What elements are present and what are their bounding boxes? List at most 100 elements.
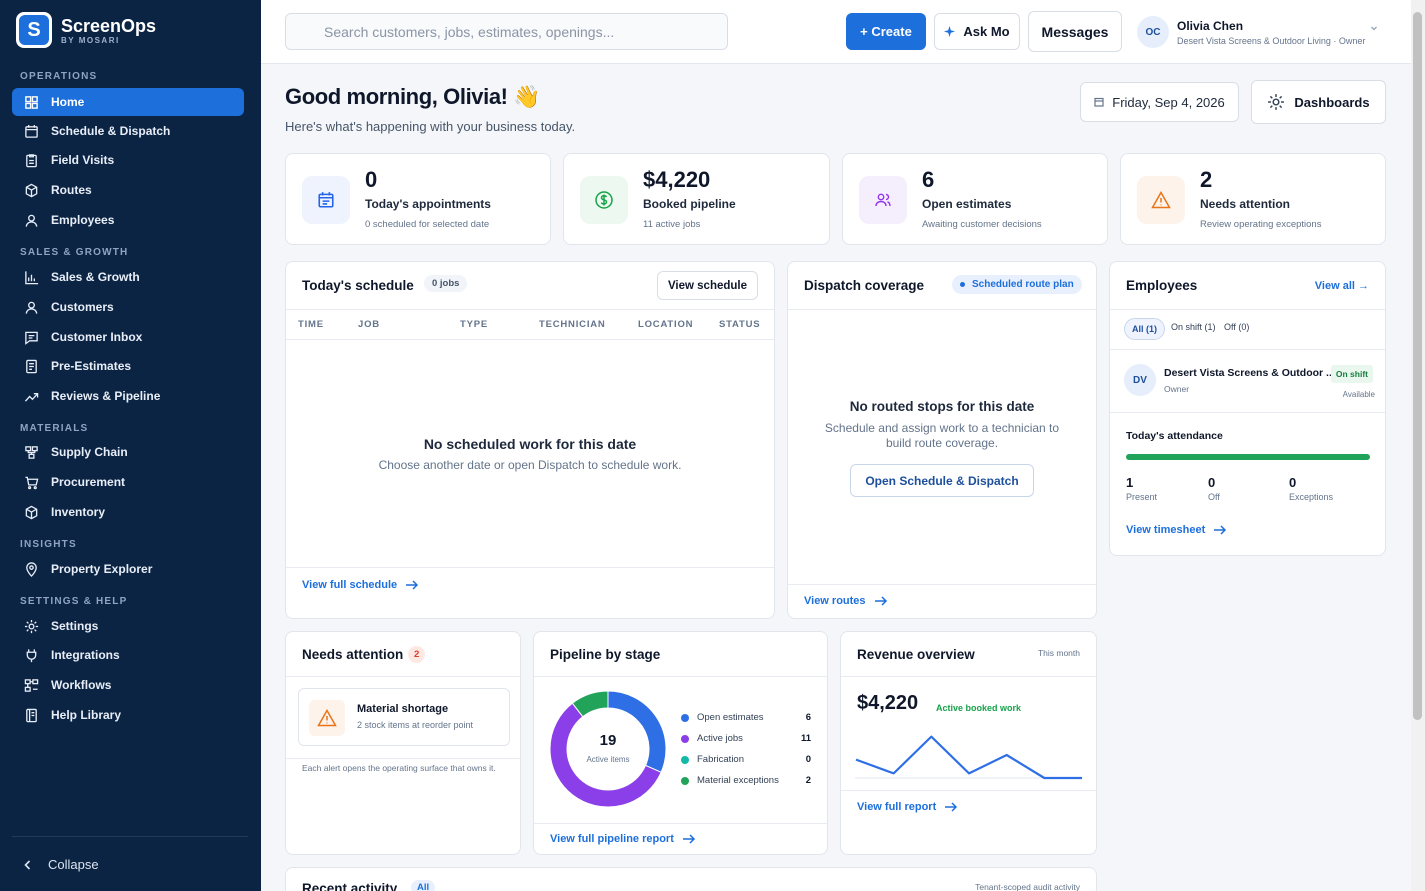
revenue-series-line (855, 735, 1082, 780)
filter-off[interactable]: Off (0) (1224, 322, 1250, 332)
sidebar-item-customers[interactable]: Customers (12, 293, 244, 321)
app-logo: S (16, 12, 52, 48)
sidebar-item-supply-chain[interactable]: Supply Chain (12, 438, 244, 466)
document-icon (26, 359, 37, 373)
search-input[interactable]: Search customers, jobs, estimates, openi… (285, 13, 728, 50)
cube-icon (25, 183, 38, 197)
chevron-left-icon (24, 859, 31, 870)
arrow-right-icon (406, 580, 419, 590)
arrow-right-icon (1214, 525, 1227, 535)
alert-card-material-shortage[interactable]: Material shortage 2 stock items at reord… (298, 688, 510, 746)
route-plan-badge: Scheduled route plan (952, 275, 1082, 294)
activity-note: Tenant-scoped audit activity (975, 882, 1080, 891)
alert-subtitle: 2 stock items at reorder point (357, 720, 474, 730)
filter-all[interactable]: All (1) (1124, 318, 1166, 340)
calendar-icon (1094, 97, 1104, 107)
sidebar-item-label: Workflows (51, 678, 112, 692)
sidebar: S ScreenOps BY MOSARI OPERATIONS Home Sc… (0, 0, 261, 891)
open-schedule-dispatch-button[interactable]: Open Schedule & Dispatch (850, 464, 1034, 497)
link-label: View timesheet (1126, 524, 1206, 536)
dispatch-empty-title: No routed stops for this date (849, 399, 1035, 414)
sun-icon (1268, 94, 1285, 110)
scrollbar-thumb[interactable] (1413, 12, 1422, 720)
legend-dot (681, 755, 689, 764)
sidebar-item-label: Integrations (51, 648, 120, 662)
collapse-button[interactable]: Collapse (12, 836, 248, 872)
sidebar-item-label: Customer Inbox (51, 330, 143, 344)
stat-card-appointments[interactable]: 0 Today's appointments 0 scheduled for s… (285, 153, 551, 245)
view-all-employees-link[interactable]: View all → (1314, 280, 1369, 292)
date-picker-button[interactable]: Friday, Sep 4, 2026 (1080, 82, 1239, 122)
legend-label: Fabrication (697, 754, 744, 765)
sidebar-item-property-explorer[interactable]: Property Explorer (12, 555, 244, 583)
brand[interactable]: S ScreenOps BY MOSARI (16, 12, 156, 48)
view-pipeline-report-link[interactable]: View full pipeline report (550, 833, 696, 845)
schedule-title: Today's schedule (302, 278, 414, 293)
clipboard-icon (26, 153, 37, 167)
view-timesheet-link[interactable]: View timesheet (1126, 524, 1227, 536)
user-name: Olivia Chen (1177, 18, 1244, 33)
view-full-report-link[interactable]: View full report (857, 801, 958, 813)
dashboards-button[interactable]: Dashboards (1251, 80, 1386, 124)
sidebar-item-inventory[interactable]: Inventory (12, 498, 244, 526)
exceptions-label: Exceptions (1289, 492, 1334, 502)
pin-icon (26, 561, 37, 577)
sidebar-item-pre-estimates[interactable]: Pre-Estimates (12, 352, 244, 380)
sidebar-item-workflows[interactable]: Workflows (12, 671, 244, 699)
stat-value: 0 (365, 167, 378, 192)
section-operations: OPERATIONS (20, 71, 98, 82)
dollar-icon (580, 176, 628, 224)
sidebar-item-field-visits[interactable]: Field Visits (12, 146, 244, 174)
column-header: LOCATION (638, 319, 694, 330)
sidebar-item-label: Field Visits (51, 153, 115, 167)
view-routes-link[interactable]: View routes (804, 595, 888, 607)
activity-filter-all[interactable]: All (411, 880, 436, 891)
filter-on-shift[interactable]: On shift (1) (1171, 322, 1216, 332)
plug-icon (26, 648, 37, 662)
stat-card-booked-pipeline[interactable]: $4,220 Booked pipeline 11 active jobs (563, 153, 830, 245)
view-schedule-button[interactable]: View schedule (657, 271, 758, 300)
link-label: View full pipeline report (550, 833, 674, 845)
sidebar-item-settings[interactable]: Settings (12, 612, 244, 640)
donut-center-value: 19 (599, 732, 617, 749)
sidebar-item-label: Settings (51, 619, 99, 633)
user-menu[interactable]: OC Olivia Chen Desert Vista Screens & Ou… (1137, 16, 1378, 48)
legend-item: Active jobs 11 (681, 733, 811, 744)
sidebar-item-customer-inbox[interactable]: Customer Inbox (12, 323, 244, 351)
brand-subtitle: BY MOSARI (61, 35, 120, 45)
sidebar-item-reviews-pipeline[interactable]: Reviews & Pipeline (12, 382, 244, 410)
sidebar-item-sales-growth[interactable]: Sales & Growth (12, 263, 244, 291)
stat-card-needs-attention[interactable]: 2 Needs attention Review operating excep… (1120, 153, 1386, 245)
sidebar-item-label: Inventory (51, 505, 106, 519)
legend-value: 2 (805, 775, 811, 786)
link-label: View full schedule (302, 579, 398, 591)
attendance-bar (1126, 454, 1370, 460)
column-header: STATUS (719, 319, 761, 330)
stat-value: 2 (1200, 167, 1213, 192)
sidebar-item-procurement[interactable]: Procurement (12, 468, 244, 496)
stat-card-open-estimates[interactable]: 6 Open estimates Awaiting customer decis… (842, 153, 1108, 245)
legend-label: Active jobs (697, 733, 743, 744)
sidebar-item-label: Sales & Growth (51, 270, 140, 284)
messages-button[interactable]: Messages (1028, 11, 1122, 52)
legend-dot (681, 734, 689, 743)
sidebar-item-schedule-dispatch[interactable]: Schedule & Dispatch (12, 117, 244, 145)
section-materials: MATERIALS (20, 423, 89, 434)
alert-title: Material shortage (357, 703, 449, 715)
sidebar-item-routes[interactable]: Routes (12, 176, 244, 204)
stat-sub: 0 scheduled for selected date (365, 219, 490, 230)
sidebar-item-integrations[interactable]: Integrations (12, 641, 244, 669)
sidebar-item-help-library[interactable]: Help Library (12, 701, 244, 729)
sidebar-item-home[interactable]: Home (12, 88, 244, 116)
workflow-icon (24, 678, 39, 692)
arrow-right-icon (682, 834, 695, 844)
sidebar-item-employees[interactable]: Employees (12, 206, 244, 234)
employee-row[interactable]: DV Desert Vista Screens & Outdoor ... Ow… (1110, 350, 1385, 412)
scrollbar-track[interactable] (1411, 0, 1425, 891)
present-count: 1 (1126, 475, 1134, 490)
ask-mo-button[interactable]: Ask Mo (934, 13, 1020, 50)
view-full-schedule-link[interactable]: View full schedule (302, 579, 419, 591)
schedule-empty-title: No scheduled work for this date (423, 436, 637, 452)
create-button[interactable]: + Create (846, 13, 926, 50)
cart-icon (25, 476, 39, 489)
